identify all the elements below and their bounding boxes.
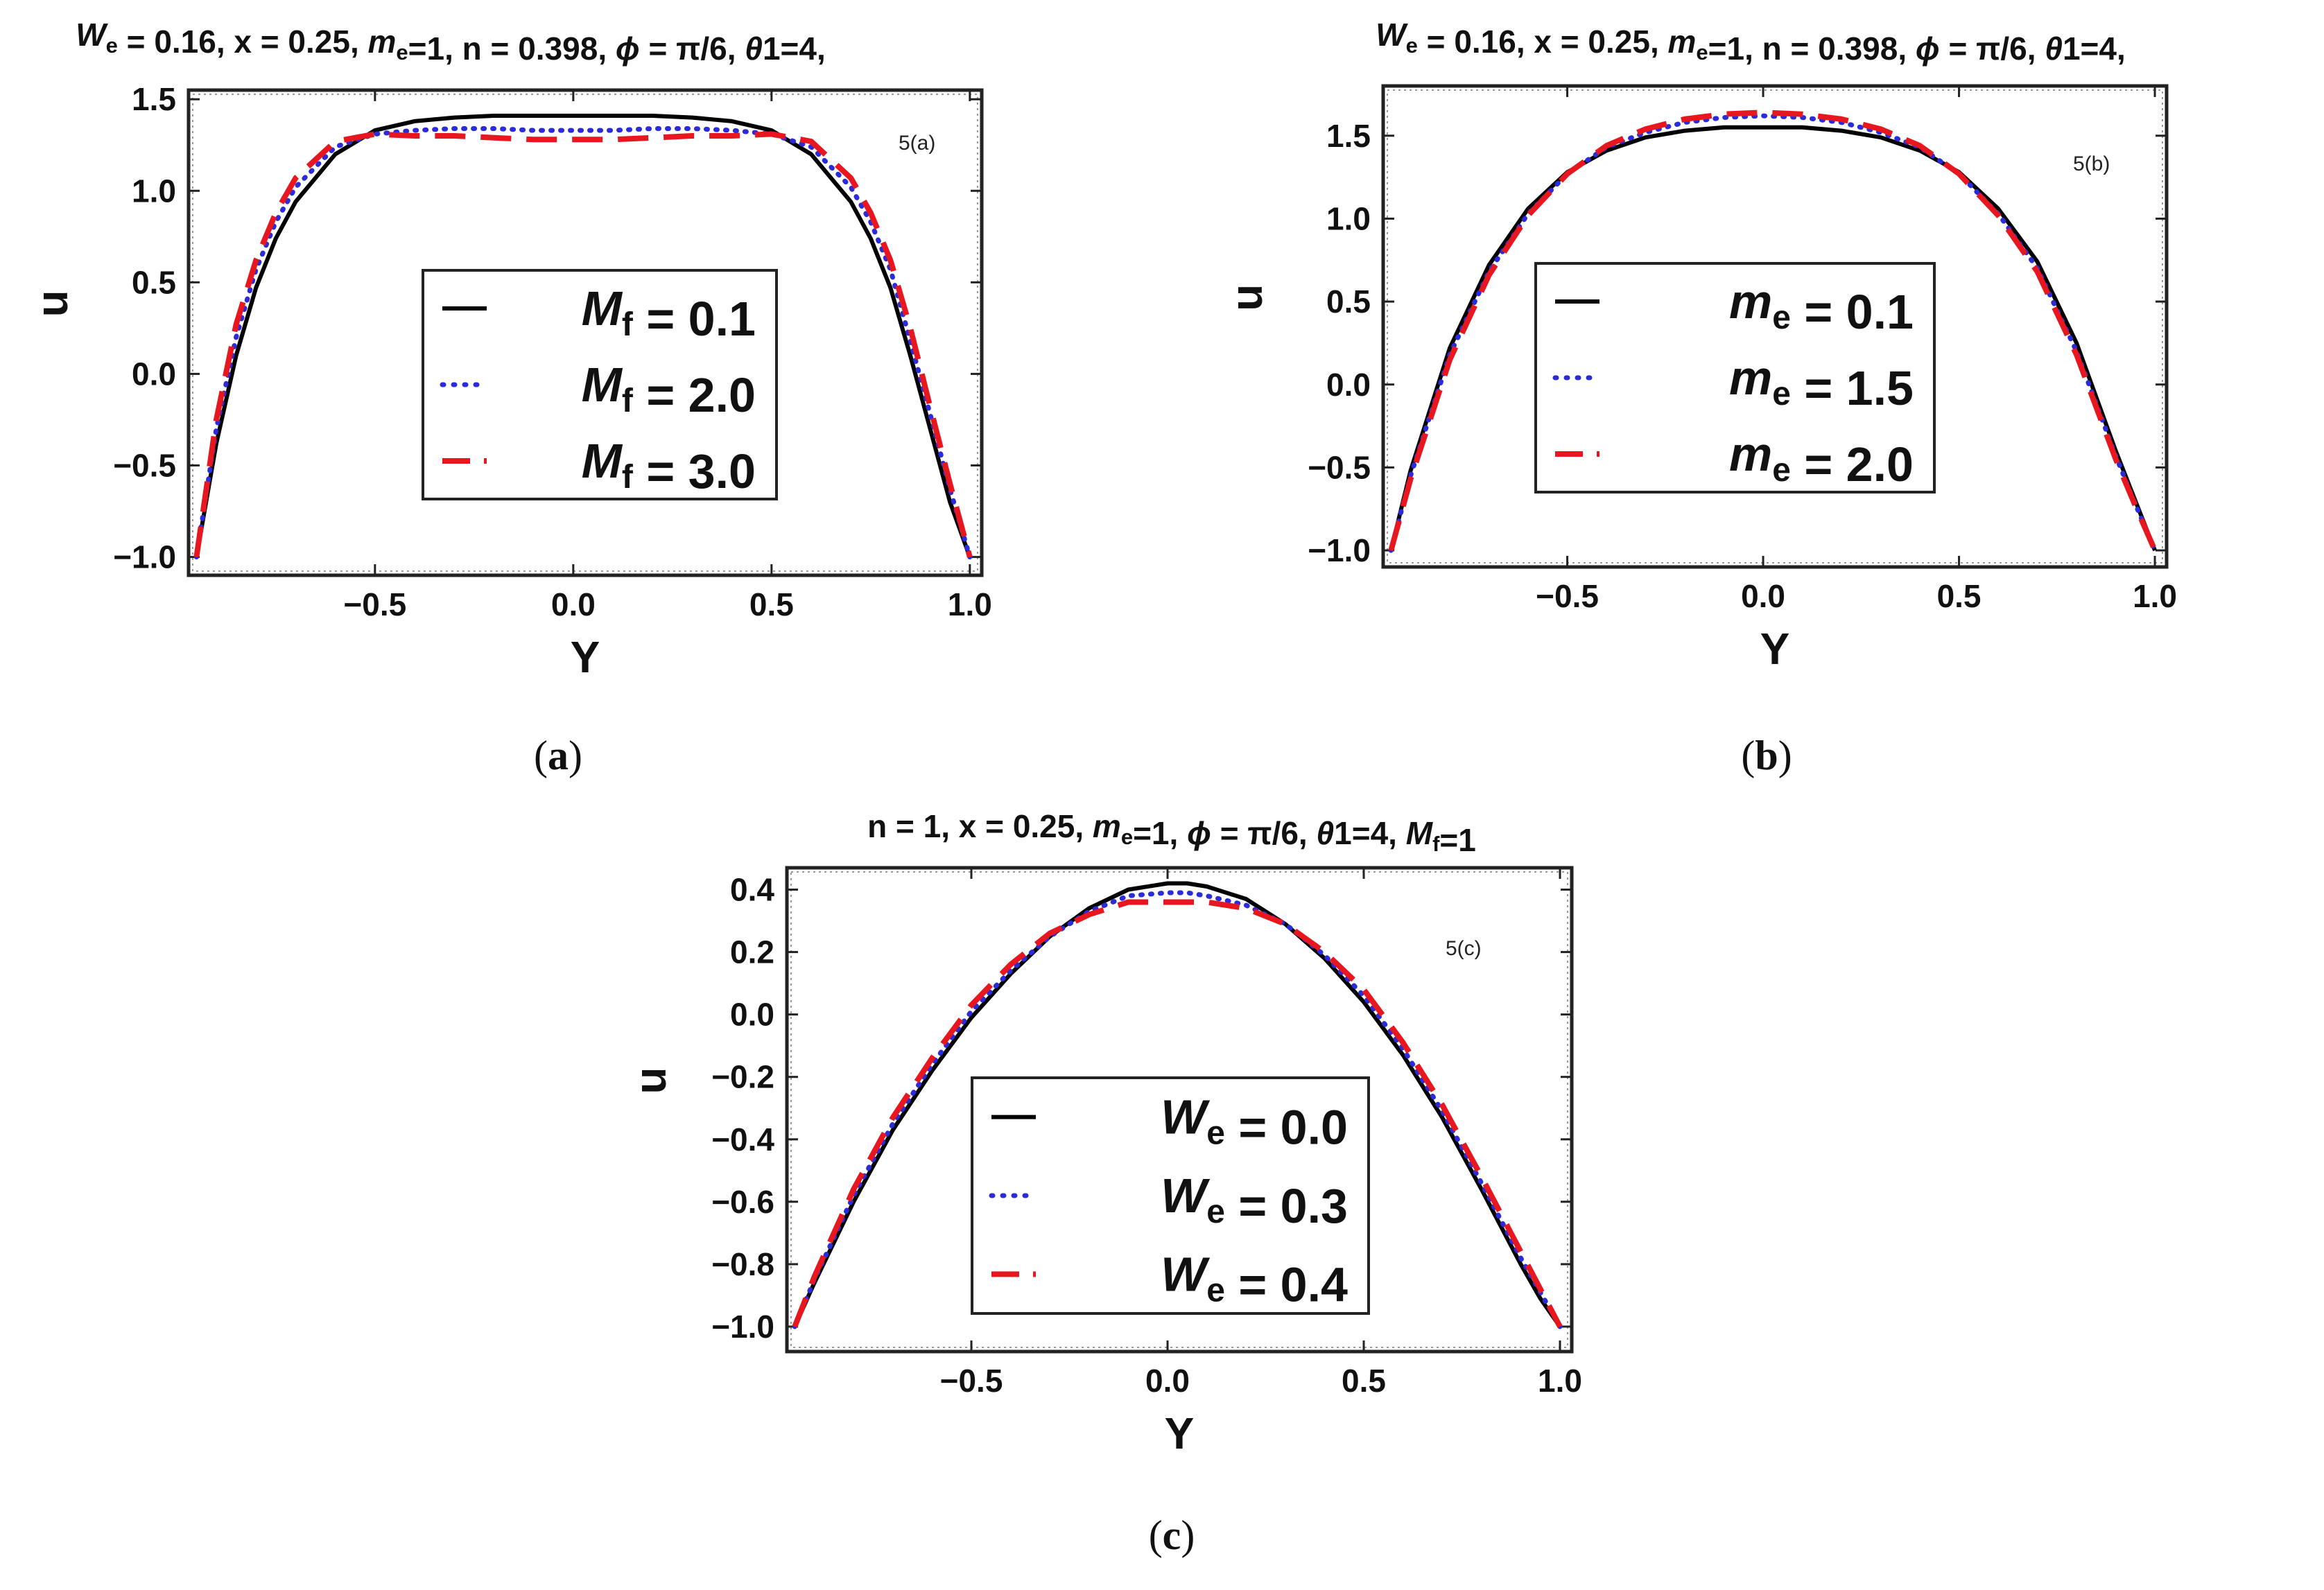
legend-label-1: me = 0.1: [1729, 274, 1914, 339]
x-tick-label: 0.5: [1937, 578, 1982, 614]
y-tick-label: 0.2: [730, 934, 774, 970]
y-tick-label: 0.4: [730, 872, 774, 908]
y-axis-label: u: [625, 1067, 675, 1094]
panel-c: n = 1, x = 0.25, me=1, ϕ = π/6, θ1=4, Mf…: [625, 808, 1582, 1558]
x-tick-label: 0.5: [749, 586, 794, 622]
y-axis-label: u: [1222, 284, 1272, 311]
panel-caption: (c): [1149, 1512, 1195, 1558]
y-tick-label: −0.2: [711, 1059, 774, 1095]
chart-title: n = 1, x = 0.25, me=1, ϕ = π/6, θ1=4, Mf…: [867, 808, 1476, 858]
legend-label-3: We = 0.4: [1161, 1247, 1348, 1311]
legend-box: [1534, 262, 1936, 493]
x-tick-label: 0.5: [1342, 1363, 1386, 1399]
y-tick-label: −0.8: [711, 1246, 774, 1282]
plot-inner-frame: [1387, 89, 2163, 564]
panel-a: We = 0.16, x = 0.25, me=1, n = 0.398, ϕ …: [27, 17, 992, 778]
x-tick-label: −0.5: [1536, 578, 1599, 614]
y-tick-label: −1.0: [113, 539, 176, 575]
y-tick-label: −0.5: [113, 448, 176, 484]
y-tick-label: 0.0: [730, 997, 774, 1033]
series-line-1: [1389, 125, 2157, 552]
panel-caption: (a): [534, 733, 582, 778]
y-tick-label: 1.0: [132, 173, 176, 209]
series-line-3: [193, 131, 973, 558]
x-tick-label: −0.5: [343, 586, 406, 622]
y-tick-label: −1.0: [1308, 532, 1371, 568]
x-tick-label: 0.0: [1145, 1363, 1190, 1399]
legend-label-2: Mf = 2.0: [582, 358, 756, 422]
x-tick-label: 1.0: [1538, 1363, 1582, 1399]
y-tick-label: 0.0: [1326, 367, 1371, 403]
series-line-2: [792, 890, 1563, 1329]
chart-title: We = 0.16, x = 0.25, me=1, n = 0.398, ϕ …: [1376, 17, 2126, 67]
x-axis-label: Y: [1760, 624, 1790, 674]
x-axis-label: Y: [1165, 1408, 1195, 1458]
x-tick-label: 0.0: [1741, 578, 1785, 614]
legend-label-2: me = 1.5: [1729, 351, 1914, 415]
panel-tag: 5(a): [899, 132, 935, 155]
legend-label-1: We = 0.0: [1161, 1090, 1348, 1155]
x-tick-label: −0.5: [940, 1363, 1003, 1399]
y-tick-label: −1.0: [711, 1309, 774, 1345]
panel-tag: 5(c): [1446, 937, 1482, 960]
x-tick-label: 0.0: [551, 586, 596, 622]
y-axis-label: u: [27, 290, 77, 317]
chart-title: We = 0.16, x = 0.25, me=1, n = 0.398, ϕ …: [76, 17, 826, 67]
panel-tag: 5(b): [2073, 152, 2110, 175]
y-tick-label: 0.0: [132, 356, 176, 392]
legend-label-3: Mf = 3.0: [582, 434, 756, 498]
legend-label-3: me = 2.0: [1729, 427, 1914, 491]
x-axis-label: Y: [571, 632, 600, 682]
series-line-3: [1388, 110, 2158, 552]
plot-frame: [187, 88, 984, 577]
plot-frame: [1381, 84, 2169, 569]
legend-box: [971, 1076, 1370, 1315]
y-tick-label: 0.5: [132, 264, 176, 300]
y-tick-label: −0.4: [711, 1121, 774, 1157]
x-tick-label: 1.0: [948, 586, 992, 622]
x-tick-label: 1.0: [2133, 578, 2177, 614]
series-line-1: [792, 881, 1562, 1328]
y-tick-label: −0.6: [711, 1184, 774, 1220]
series-line-1: [194, 114, 972, 558]
series-line-3: [792, 899, 1563, 1328]
y-tick-label: 0.5: [1326, 283, 1371, 320]
plot-inner-frame: [192, 94, 978, 572]
plot-inner-frame: [790, 871, 1568, 1348]
legend-label-2: We = 0.3: [1161, 1169, 1348, 1233]
legend-label-1: Mf = 0.1: [582, 281, 756, 346]
y-tick-label: 1.0: [1326, 200, 1371, 236]
series-line-2: [193, 126, 973, 560]
y-tick-label: −0.5: [1308, 449, 1371, 485]
y-tick-label: 1.5: [132, 81, 176, 117]
panel-caption: (b): [1741, 733, 1792, 778]
panel-b: We = 0.16, x = 0.25, me=1, n = 0.398, ϕ …: [1222, 17, 2177, 778]
y-tick-label: 1.5: [1326, 118, 1371, 154]
plot-frame: [785, 866, 1574, 1354]
